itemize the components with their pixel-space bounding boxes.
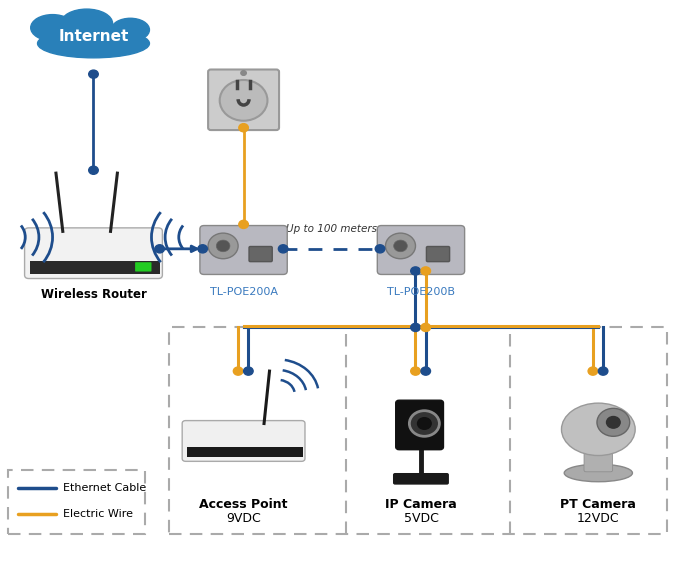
Circle shape [421, 267, 430, 275]
Text: Ethernet Cable: Ethernet Cable [63, 483, 146, 493]
FancyBboxPatch shape [30, 261, 160, 274]
Ellipse shape [111, 18, 149, 42]
FancyBboxPatch shape [182, 421, 305, 462]
Circle shape [606, 417, 620, 428]
FancyBboxPatch shape [584, 445, 612, 472]
FancyBboxPatch shape [25, 228, 162, 278]
Circle shape [418, 418, 431, 429]
Circle shape [220, 80, 267, 121]
Text: Wireless Router: Wireless Router [40, 288, 147, 301]
Ellipse shape [61, 9, 112, 38]
Circle shape [216, 240, 230, 252]
Circle shape [208, 233, 238, 259]
FancyBboxPatch shape [393, 473, 449, 484]
Ellipse shape [31, 15, 75, 41]
Circle shape [89, 70, 98, 78]
Circle shape [386, 233, 416, 259]
Circle shape [411, 267, 421, 275]
Circle shape [89, 166, 98, 174]
Text: 5VDC: 5VDC [403, 512, 438, 525]
Text: Internet: Internet [58, 29, 129, 44]
FancyBboxPatch shape [377, 226, 464, 274]
Text: Access Point: Access Point [199, 498, 288, 511]
Circle shape [241, 71, 247, 75]
FancyBboxPatch shape [249, 246, 272, 261]
Circle shape [239, 123, 249, 132]
Circle shape [198, 245, 208, 253]
FancyBboxPatch shape [187, 447, 303, 457]
Text: 9VDC: 9VDC [226, 512, 261, 525]
Ellipse shape [38, 29, 149, 58]
Text: Electric Wire: Electric Wire [63, 509, 133, 519]
Circle shape [234, 367, 243, 375]
Circle shape [155, 245, 164, 253]
Text: PT Camera: PT Camera [560, 498, 636, 511]
FancyBboxPatch shape [208, 70, 279, 130]
Ellipse shape [562, 403, 635, 456]
Ellipse shape [564, 464, 632, 481]
Circle shape [375, 245, 385, 253]
Circle shape [239, 221, 249, 229]
Circle shape [411, 367, 421, 375]
Circle shape [411, 324, 421, 332]
Circle shape [394, 240, 408, 252]
Circle shape [241, 124, 247, 129]
Circle shape [244, 367, 253, 375]
Circle shape [421, 367, 430, 375]
FancyBboxPatch shape [427, 246, 449, 261]
Circle shape [421, 324, 430, 332]
Circle shape [597, 408, 630, 436]
Text: 12VDC: 12VDC [577, 512, 620, 525]
Circle shape [598, 367, 608, 375]
Text: TL-POE200A: TL-POE200A [210, 287, 277, 297]
FancyBboxPatch shape [200, 226, 287, 274]
FancyBboxPatch shape [135, 262, 151, 271]
Circle shape [410, 411, 439, 436]
Circle shape [588, 367, 597, 375]
Text: Up to 100 meters: Up to 100 meters [286, 224, 377, 234]
FancyBboxPatch shape [396, 400, 443, 450]
Text: TL-POE200B: TL-POE200B [387, 287, 455, 297]
Text: IP Camera: IP Camera [385, 498, 457, 511]
Circle shape [278, 245, 288, 253]
